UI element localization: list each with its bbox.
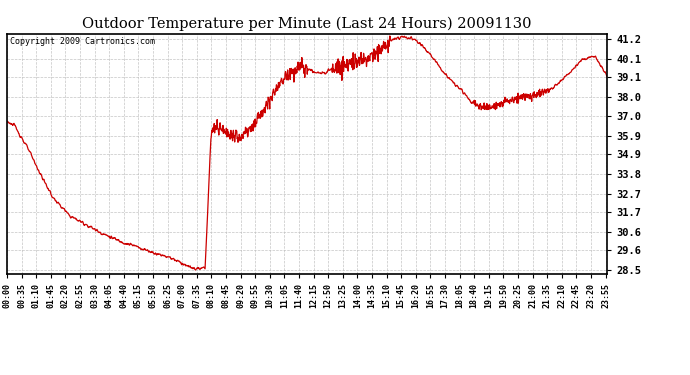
Text: Copyright 2009 Cartronics.com: Copyright 2009 Cartronics.com (10, 38, 155, 46)
Title: Outdoor Temperature per Minute (Last 24 Hours) 20091130: Outdoor Temperature per Minute (Last 24 … (82, 17, 532, 31)
